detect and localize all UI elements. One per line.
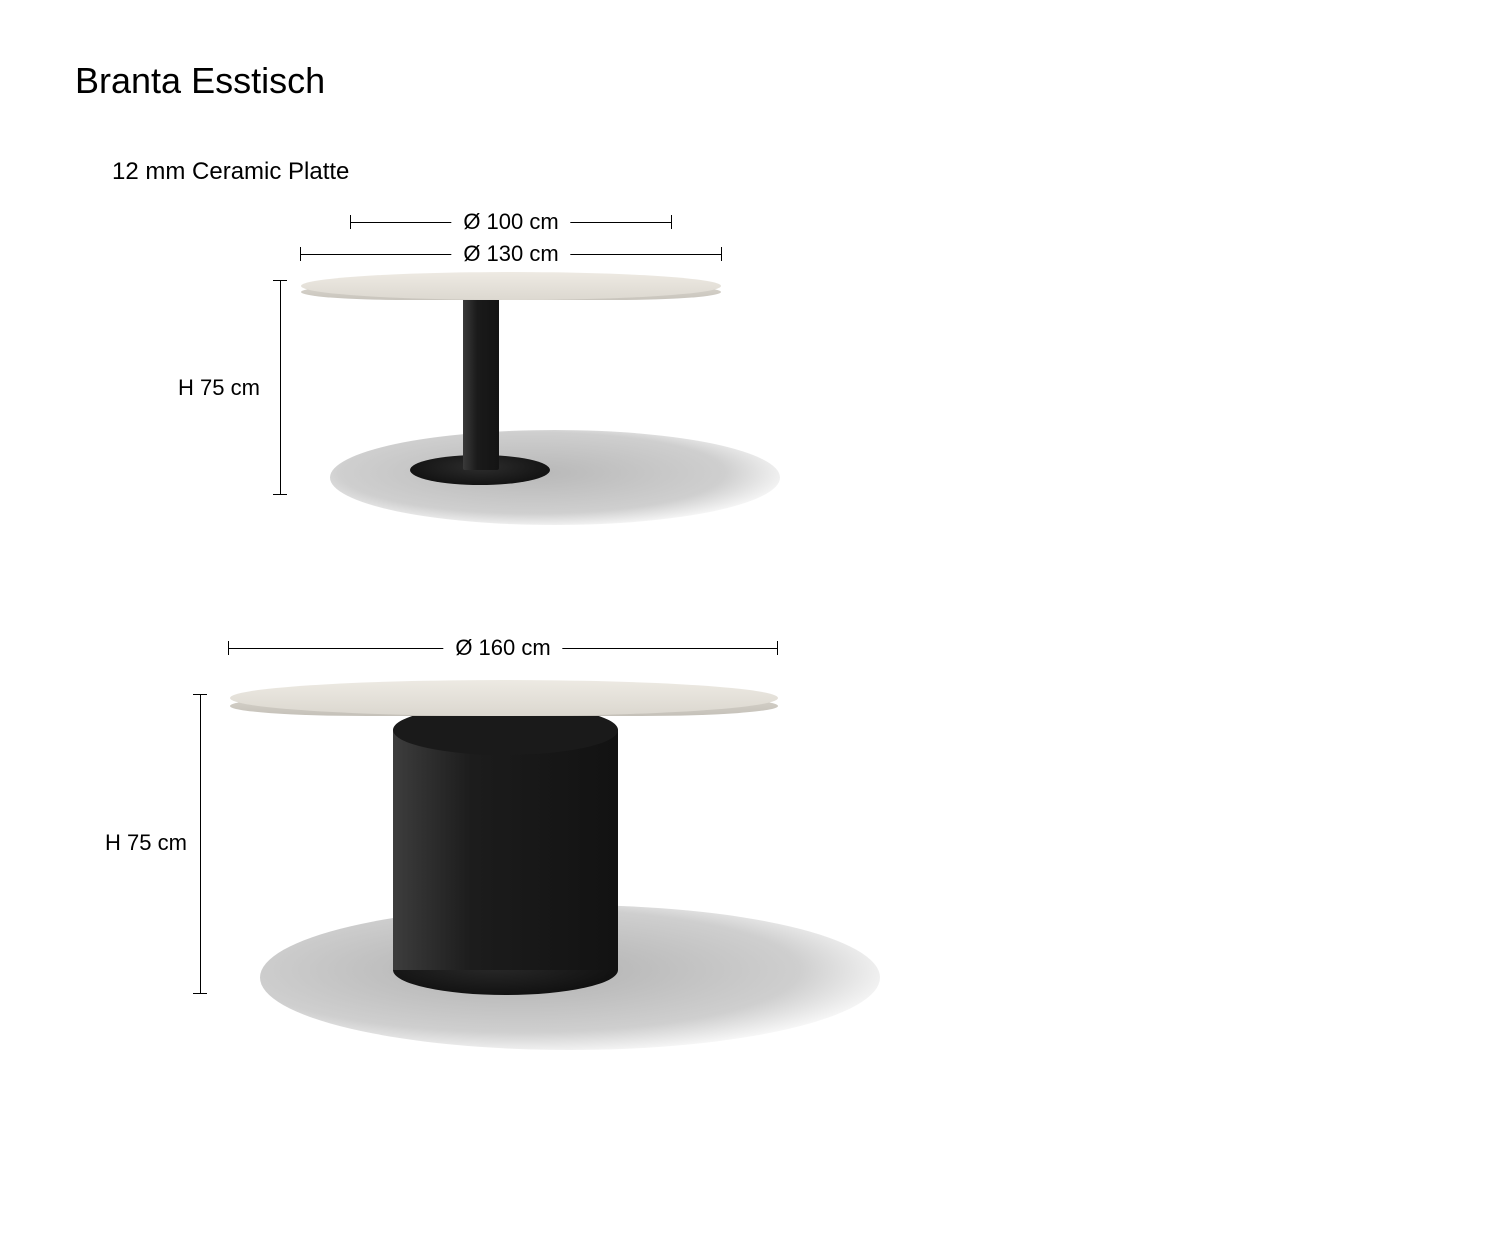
- dim-label-100: Ø 100 cm: [451, 209, 570, 235]
- dim-bar-160: Ø 160 cm: [228, 648, 778, 649]
- table-1-top: [301, 272, 721, 300]
- dim-bar-130: Ø 130 cm: [300, 254, 722, 255]
- table-1-pedestal: [463, 295, 499, 470]
- dim-label-h75-1: H 75 cm: [178, 375, 260, 401]
- page-title: Branta Esstisch: [75, 60, 325, 102]
- dim-label-130: Ø 130 cm: [451, 241, 570, 267]
- dim-bar-100: Ø 100 cm: [350, 222, 672, 223]
- subtitle: 12 mm Ceramic Platte: [112, 158, 349, 186]
- dim-bar-h75-1: [280, 280, 281, 495]
- dim-label-160: Ø 160 cm: [443, 635, 562, 661]
- dim-label-h75-2: H 75 cm: [105, 830, 187, 856]
- table-2-top: [230, 680, 778, 716]
- table-1-shadow: [330, 430, 780, 525]
- dim-bar-h75-2: [200, 694, 201, 994]
- table-2-pedestal-body: [393, 730, 618, 970]
